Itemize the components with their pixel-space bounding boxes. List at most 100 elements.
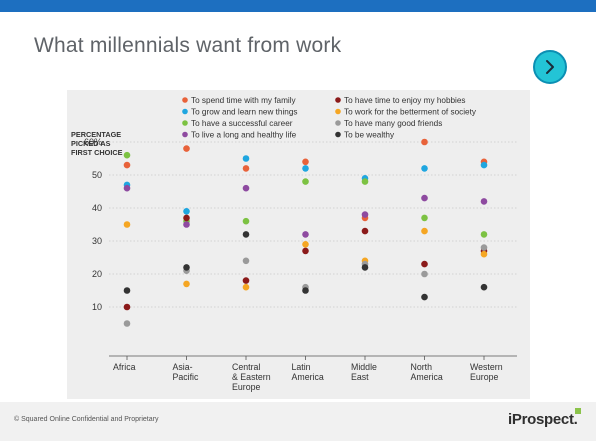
legend-item: To have many good friends bbox=[335, 119, 442, 128]
data-point bbox=[183, 145, 190, 152]
iprospect-logo: iProspect. bbox=[508, 411, 578, 428]
data-point bbox=[242, 217, 250, 225]
legend-label: To grow and learn new things bbox=[191, 108, 298, 117]
legend-item: To have time to enjoy my hobbies bbox=[335, 96, 466, 105]
legend-marker bbox=[182, 131, 188, 138]
legend-label: To have time to enjoy my hobbies bbox=[344, 96, 466, 105]
data-point bbox=[361, 227, 369, 235]
y-tick-label: 50 bbox=[92, 170, 102, 180]
data-point bbox=[421, 138, 428, 146]
y-axis-label-line: PERCENTAGE bbox=[71, 130, 121, 139]
gridlines bbox=[109, 141, 517, 357]
data-point bbox=[123, 287, 131, 294]
data-point bbox=[183, 208, 190, 215]
data-points bbox=[123, 138, 488, 327]
x-category-label: Western Europe bbox=[470, 362, 503, 382]
legend-label: To spend time with my family bbox=[191, 96, 297, 105]
y-tick-label: 60% bbox=[84, 137, 102, 147]
x-category-label: Asia-Pacific bbox=[173, 362, 200, 382]
legend-label: To be wealthy bbox=[344, 131, 395, 140]
logo-badge bbox=[575, 408, 581, 414]
data-point bbox=[123, 221, 131, 228]
data-point bbox=[361, 178, 369, 185]
legend-marker bbox=[182, 97, 188, 103]
data-point bbox=[242, 257, 250, 265]
data-point bbox=[123, 184, 131, 192]
data-point bbox=[302, 241, 309, 248]
data-point bbox=[123, 161, 131, 169]
data-point bbox=[242, 283, 250, 291]
data-point bbox=[302, 231, 309, 238]
y-axis-label-line: PICKED AS bbox=[71, 139, 111, 148]
data-point bbox=[421, 194, 428, 202]
legend-label: To have many good friends bbox=[344, 119, 442, 128]
data-point bbox=[421, 260, 428, 268]
legend-marker bbox=[182, 120, 188, 126]
data-point bbox=[242, 184, 250, 192]
footer: © Squared Online Confidential and Propri… bbox=[0, 402, 596, 441]
legend-marker bbox=[335, 97, 341, 103]
data-point bbox=[242, 155, 250, 162]
data-point bbox=[242, 277, 250, 284]
data-point bbox=[302, 178, 309, 185]
data-point bbox=[480, 244, 488, 251]
legend-item: To live a long and healthy life bbox=[182, 131, 297, 140]
next-slide-button[interactable] bbox=[533, 50, 567, 84]
x-category-label: Central & Eastern Europe bbox=[232, 362, 271, 392]
data-point bbox=[302, 165, 309, 172]
data-point bbox=[480, 250, 488, 258]
data-point bbox=[421, 293, 428, 301]
data-point bbox=[421, 214, 428, 222]
x-category-label: Africa bbox=[113, 362, 136, 372]
data-point bbox=[480, 283, 488, 291]
chart-panel: To spend time with my family To grow and … bbox=[67, 90, 530, 399]
x-category-label: Latin America bbox=[292, 362, 324, 382]
data-point bbox=[183, 264, 190, 271]
legend-label: To have a successful career bbox=[191, 119, 293, 128]
legend-label: To work for the betterment of society bbox=[344, 108, 477, 117]
data-point bbox=[123, 151, 131, 159]
y-axis-ticks: 10 20 30 40 50 60% bbox=[84, 137, 102, 312]
slide-title: What millennials want from work bbox=[34, 34, 342, 57]
data-point bbox=[361, 211, 369, 218]
legend-marker bbox=[335, 131, 341, 138]
data-point bbox=[123, 320, 131, 327]
chart: To spend time with my family To grow and … bbox=[71, 96, 517, 392]
data-point bbox=[480, 161, 488, 169]
data-point bbox=[302, 287, 309, 294]
data-point bbox=[480, 231, 488, 238]
data-point bbox=[421, 227, 428, 235]
legend-item: To be wealthy bbox=[335, 131, 395, 140]
data-point bbox=[302, 247, 309, 255]
y-tick-label: 20 bbox=[92, 269, 102, 279]
data-point bbox=[242, 231, 250, 238]
legend-item: To spend time with my family bbox=[182, 96, 297, 105]
data-point bbox=[421, 270, 428, 278]
legend-item: To grow and learn new things bbox=[182, 108, 298, 117]
data-point bbox=[183, 214, 190, 222]
x-category-label: Middle East bbox=[351, 362, 377, 382]
y-tick-label: 10 bbox=[92, 302, 102, 312]
chevron-right-icon bbox=[546, 60, 554, 74]
legend: To spend time with my family To grow and … bbox=[182, 96, 477, 140]
y-tick-label: 30 bbox=[92, 236, 102, 246]
x-category-label: North America bbox=[411, 362, 443, 382]
slide: What millennials want from work To spend… bbox=[0, 12, 596, 441]
data-point bbox=[183, 221, 190, 228]
legend-marker bbox=[335, 120, 341, 126]
legend-item: To have a successful career bbox=[182, 119, 293, 128]
x-axis-categories: Africa Asia-Pacific Central & Eastern Europe… bbox=[113, 356, 503, 392]
footer-copyright: © Squared Online Confidential and Propri… bbox=[14, 416, 159, 423]
data-point bbox=[480, 198, 488, 205]
data-point bbox=[302, 158, 309, 166]
data-point bbox=[421, 165, 428, 172]
data-point bbox=[183, 280, 190, 288]
legend-marker bbox=[335, 108, 341, 115]
legend-label: To live a long and healthy life bbox=[191, 131, 297, 140]
data-point bbox=[242, 165, 250, 172]
data-point bbox=[123, 303, 131, 311]
y-axis-label-line: FIRST CHOICE bbox=[71, 148, 123, 157]
legend-item: To work for the betterment of society bbox=[335, 108, 477, 117]
y-tick-label: 40 bbox=[92, 203, 102, 213]
